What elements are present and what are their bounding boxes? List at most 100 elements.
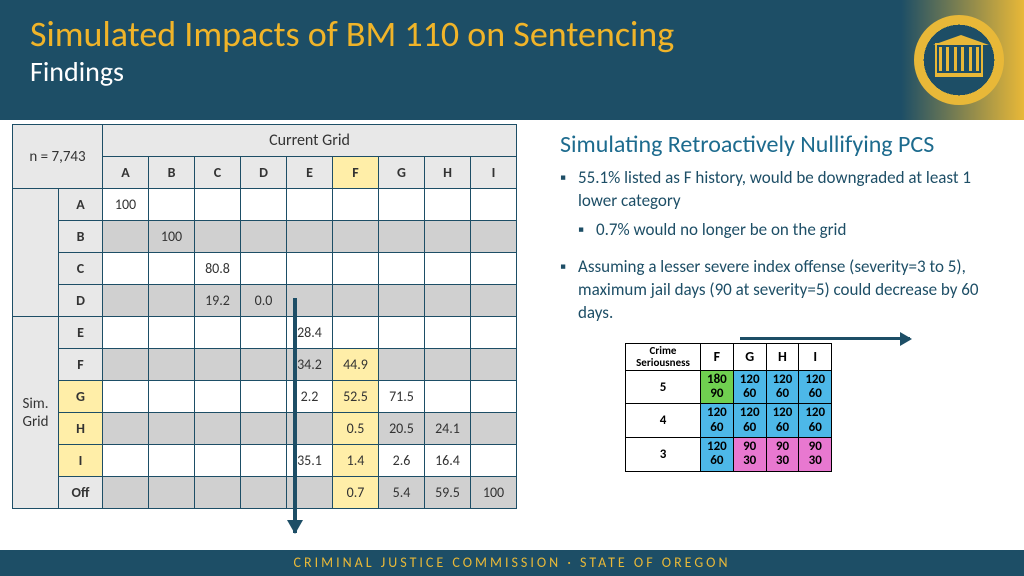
grid-cell (103, 413, 149, 445)
finding-1-sub: 0.7% would no longer be on the grid (578, 219, 990, 242)
row-header: C (59, 253, 103, 285)
grid-cell (195, 381, 241, 413)
row-header: I (59, 445, 103, 477)
grid-cell: 0.7 (333, 477, 379, 509)
grid-cell: 100 (149, 221, 195, 253)
sim-grid-label: Sim.Grid (13, 317, 59, 509)
grid-cell (103, 445, 149, 477)
left-panel: n = 7,743Current GridABCDEFGHIA100B100C8… (0, 120, 540, 550)
mini-row-header: 3 (626, 438, 701, 472)
grid-cell (241, 381, 287, 413)
grid-cell (425, 349, 471, 381)
row-header: Off (59, 477, 103, 509)
grid-cell (287, 189, 333, 221)
transition-grid-table: n = 7,743Current GridABCDEFGHIA100B100C8… (12, 124, 517, 509)
grid-cell (241, 317, 287, 349)
slide-footer: CRIMINAL JUSTICE COMMISSION · STATE OF O… (0, 550, 1024, 576)
grid-cell (149, 445, 195, 477)
grid-cell (195, 221, 241, 253)
row-header: D (59, 285, 103, 317)
grid-cell (287, 221, 333, 253)
state-seal-icon (914, 15, 1004, 105)
mini-cell: 9030 (766, 438, 799, 472)
grid-cell (241, 413, 287, 445)
grid-cell (241, 221, 287, 253)
grid-cell (471, 189, 517, 221)
slide-content: n = 7,743Current GridABCDEFGHIA100B100C8… (0, 120, 1024, 550)
grid-cell (333, 221, 379, 253)
mini-row-header: 4 (626, 404, 701, 438)
grid-cell (333, 285, 379, 317)
grid-cell (379, 253, 425, 285)
grid-cell (149, 285, 195, 317)
grid-cell (471, 445, 517, 477)
grid-cell (103, 477, 149, 509)
slide-subtitle: Findings (30, 54, 994, 89)
mini-cell: 12060 (766, 404, 799, 438)
grid-cell (103, 285, 149, 317)
grid-cell (379, 285, 425, 317)
mini-col-header: H (766, 343, 799, 370)
grid-cell (333, 253, 379, 285)
col-header: E (287, 157, 333, 189)
grid-cell (195, 349, 241, 381)
grid-cell (103, 349, 149, 381)
grid-cell (241, 477, 287, 509)
grid-cell (149, 477, 195, 509)
finding-2: Assuming a lesser severe index offense (… (560, 256, 990, 325)
mini-corner: CrimeSeriousness (626, 343, 701, 370)
grid-cell: 19.2 (195, 285, 241, 317)
grid-cell (471, 413, 517, 445)
grid-cell (195, 317, 241, 349)
grid-cell: 44.9 (333, 349, 379, 381)
grid-cell (471, 285, 517, 317)
grid-cell (195, 477, 241, 509)
grid-cell: 59.5 (425, 477, 471, 509)
grid-cell: 1.4 (333, 445, 379, 477)
grid-cell: 20.5 (379, 413, 425, 445)
grid-cell (425, 189, 471, 221)
mini-row-header: 5 (626, 370, 701, 404)
mini-cell: 12060 (701, 404, 734, 438)
row-header: A (59, 189, 103, 221)
mini-cell: 12060 (701, 438, 734, 472)
grid-cell: 2.6 (379, 445, 425, 477)
row-header: G (59, 381, 103, 413)
grid-cell (379, 221, 425, 253)
grid-cell (195, 445, 241, 477)
col-header: F (333, 157, 379, 189)
mini-cell: 12060 (733, 370, 766, 404)
grid-cell (103, 317, 149, 349)
grid-cell (425, 221, 471, 253)
grid-cell (241, 445, 287, 477)
col-header: C (195, 157, 241, 189)
grid-cell (149, 413, 195, 445)
grid-cell (379, 189, 425, 221)
grid-cell (149, 349, 195, 381)
mini-col-header: G (733, 343, 766, 370)
grid-cell (149, 253, 195, 285)
grid-cell: 5.4 (379, 477, 425, 509)
slide-title: Simulated Impacts of BM 110 on Sentencin… (30, 12, 994, 56)
col-header: B (149, 157, 195, 189)
grid-cell (103, 381, 149, 413)
grid-cell: 16.4 (425, 445, 471, 477)
grid-cell: 0.5 (333, 413, 379, 445)
slide-header: Simulated Impacts of BM 110 on Sentencin… (0, 0, 1024, 120)
col-header: I (471, 157, 517, 189)
mini-col-header: F (701, 343, 734, 370)
crime-seriousness-table: CrimeSeriousnessFGHI51809012060120601206… (625, 343, 832, 472)
col-header: G (379, 157, 425, 189)
grid-cell (241, 349, 287, 381)
grid-cell (471, 349, 517, 381)
right-panel: Simulating Retroactively Nullifying PCS … (540, 120, 1010, 550)
row-header: H (59, 413, 103, 445)
findings-list: 55.1% listed as F history, would be down… (560, 167, 990, 325)
mini-cell: 12060 (799, 404, 832, 438)
grid-cell: 100 (103, 189, 149, 221)
grid-cell (425, 381, 471, 413)
grid-cell (471, 381, 517, 413)
grid-cell (103, 253, 149, 285)
current-grid-label: Current Grid (103, 125, 517, 157)
n-label: n = 7,743 (13, 125, 103, 189)
